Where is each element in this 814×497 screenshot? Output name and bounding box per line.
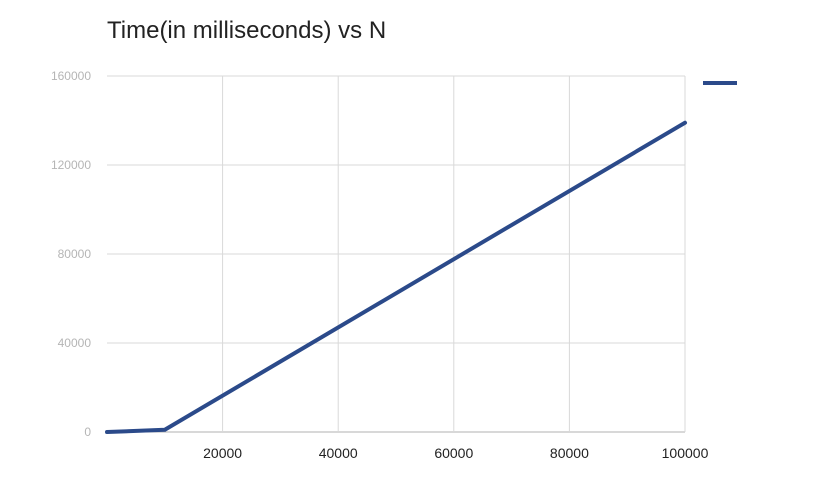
x-tick-label: 60000 — [434, 445, 473, 461]
y-tick-label: 80000 — [58, 247, 92, 261]
x-tick-label: 40000 — [319, 445, 358, 461]
y-tick-label: 0 — [84, 425, 91, 439]
x-tick-label: 80000 — [550, 445, 589, 461]
series-line — [105, 120, 687, 434]
x-tick-label: 20000 — [203, 445, 242, 461]
y-tick-label: 160000 — [51, 69, 91, 83]
y-tick-label: 40000 — [58, 336, 92, 350]
chart-title: Time(in milliseconds) vs N — [107, 17, 387, 44]
y-tick-label: 120000 — [51, 158, 91, 172]
x-tick-label: 100000 — [662, 445, 709, 461]
